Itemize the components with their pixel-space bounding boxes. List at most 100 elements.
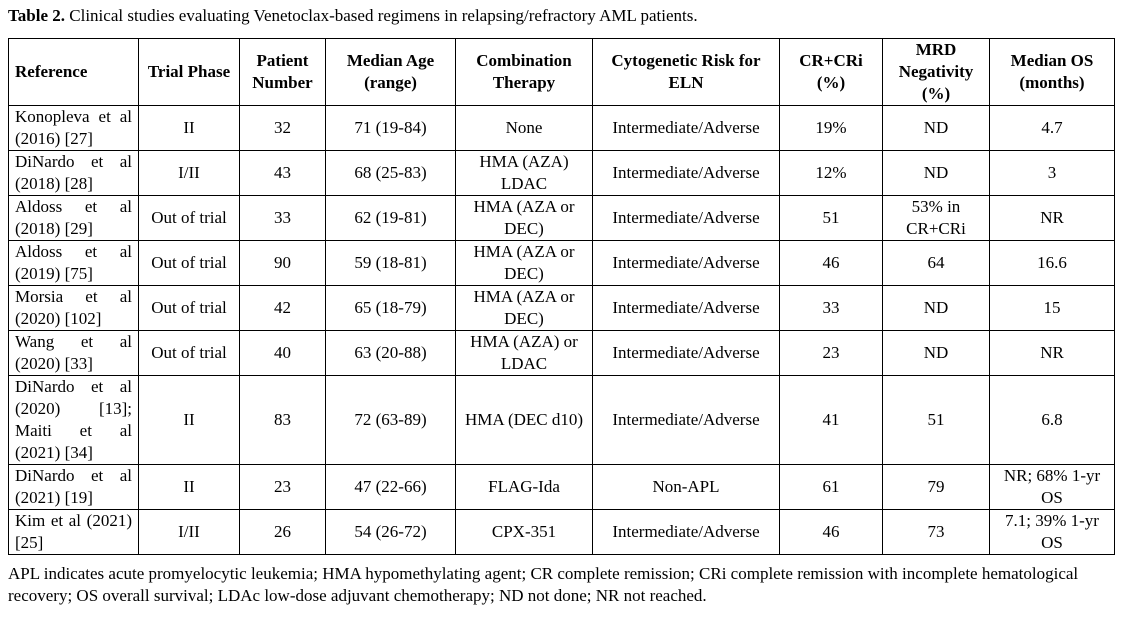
cell-combination-therapy: HMA (AZA or DEC) [455,285,593,331]
cell-combination-therapy: CPX-351 [455,509,593,555]
cell-median-os: 6.8 [989,375,1115,465]
cell-cr-cri: 23 [779,330,883,376]
cell-reference: Aldoss et al (2018) [29] [8,195,139,241]
cell-combination-therapy: HMA (AZA) LDAC [455,150,593,196]
table-row: DiNardo et al (2018) [28] I/II 43 68 (25… [8,150,1115,196]
cell-median-age: 72 (63-89) [325,375,456,465]
cell-median-age: 59 (18-81) [325,240,456,286]
header-trial-phase: Trial Phase [138,38,240,106]
cell-mrd-negativity: ND [882,285,990,331]
cell-reference: Konopleva et al (2016) [27] [8,105,139,151]
cell-patient-number: 40 [239,330,326,376]
cell-mrd-negativity: 51 [882,375,990,465]
cell-cr-cri: 19% [779,105,883,151]
cell-combination-therapy: HMA (AZA) or LDAC [455,330,593,376]
cell-trial-phase: II [138,375,240,465]
cell-patient-number: 83 [239,375,326,465]
cell-cr-cri: 46 [779,240,883,286]
cell-combination-therapy: HMA (AZA or DEC) [455,240,593,286]
header-cytogenetic-risk: Cytogenetic Risk for ELN [592,38,780,106]
cell-median-age: 68 (25-83) [325,150,456,196]
cell-mrd-negativity: ND [882,150,990,196]
header-mrd-negativity: MRD Negativity (%) [882,38,990,106]
cell-trial-phase: II [138,105,240,151]
cell-cytogenetic-risk: Intermediate/Adverse [592,195,780,241]
cell-median-age: 47 (22-66) [325,464,456,510]
cell-mrd-negativity: 79 [882,464,990,510]
cell-cytogenetic-risk: Intermediate/Adverse [592,105,780,151]
cell-trial-phase: Out of trial [138,285,240,331]
cell-cr-cri: 12% [779,150,883,196]
cell-median-os: 7.1; 39% 1-yr OS [989,509,1115,555]
table-row: Kim et al (2021) [25] I/II 26 54 (26-72)… [8,509,1115,555]
cell-trial-phase: II [138,464,240,510]
header-median-os: Median OS (months) [989,38,1115,106]
cell-reference: DiNardo et al (2021) [19] [8,464,139,510]
cell-mrd-negativity: 64 [882,240,990,286]
cell-reference: Kim et al (2021) [25] [8,509,139,555]
cell-trial-phase: I/II [138,509,240,555]
table-row: Aldoss et al (2018) [29] Out of trial 33… [8,195,1115,241]
table-caption-label: Table 2. [8,6,66,25]
header-patient-number: Patient Number [239,38,326,106]
cell-patient-number: 42 [239,285,326,331]
cell-mrd-negativity: ND [882,105,990,151]
table-caption: Table 2. Clinical studies evaluating Ven… [8,6,1114,28]
cell-cytogenetic-risk: Intermediate/Adverse [592,150,780,196]
table-row: DiNardo et al (2021) [19] II 23 47 (22-6… [8,464,1115,510]
cell-median-age: 71 (19-84) [325,105,456,151]
cell-trial-phase: Out of trial [138,330,240,376]
cell-median-age: 63 (20-88) [325,330,456,376]
cell-patient-number: 90 [239,240,326,286]
cell-median-age: 54 (26-72) [325,509,456,555]
cell-trial-phase: Out of trial [138,240,240,286]
cell-combination-therapy: HMA (AZA or DEC) [455,195,593,241]
table-row: Wang et al (2020) [33] Out of trial 40 6… [8,330,1115,376]
table-row: Morsia et al (2020) [102] Out of trial 4… [8,285,1115,331]
cell-trial-phase: Out of trial [138,195,240,241]
cell-cytogenetic-risk: Non-APL [592,464,780,510]
cell-cytogenetic-risk: Intermediate/Adverse [592,330,780,376]
header-reference: Reference [8,38,139,106]
header-combination-therapy: Combination Therapy [455,38,593,106]
table-footnote: APL indicates acute promyelocytic leukem… [8,564,1079,605]
table-row: DiNardo et al (2020) [13]; Maiti et al (… [8,375,1115,465]
cell-patient-number: 23 [239,464,326,510]
cell-combination-therapy: FLAG-Ida [455,464,593,510]
cell-mrd-negativity: ND [882,330,990,376]
cell-cr-cri: 46 [779,509,883,555]
cell-cytogenetic-risk: Intermediate/Adverse [592,509,780,555]
clinical-studies-table: Reference Trial Phase Patient Number Med… [8,38,1115,555]
cell-cytogenetic-risk: Intermediate/Adverse [592,285,780,331]
cell-mrd-negativity: 53% in CR+CRi [882,195,990,241]
table-row: Konopleva et al (2016) [27] II 32 71 (19… [8,105,1115,151]
cell-reference: Morsia et al (2020) [102] [8,285,139,331]
cell-median-age: 65 (18-79) [325,285,456,331]
cell-mrd-negativity: 73 [882,509,990,555]
table-row: Aldoss et al (2019) [75] Out of trial 90… [8,240,1115,286]
cell-median-os: 15 [989,285,1115,331]
cell-cr-cri: 33 [779,285,883,331]
header-cr-cri: CR+CRi (%) [779,38,883,106]
cell-median-os: 4.7 [989,105,1115,151]
cell-combination-therapy: HMA (DEC d10) [455,375,593,465]
table-caption-text: Clinical studies evaluating Venetoclax-b… [65,6,698,25]
cell-patient-number: 33 [239,195,326,241]
cell-combination-therapy: None [455,105,593,151]
cell-patient-number: 32 [239,105,326,151]
cell-median-os: NR [989,195,1115,241]
cell-reference: Aldoss et al (2019) [75] [8,240,139,286]
cell-trial-phase: I/II [138,150,240,196]
cell-reference: Wang et al (2020) [33] [8,330,139,376]
cell-cr-cri: 41 [779,375,883,465]
table-header-row: Reference Trial Phase Patient Number Med… [8,38,1115,106]
cell-median-age: 62 (19-81) [325,195,456,241]
cell-cr-cri: 61 [779,464,883,510]
cell-reference: DiNardo et al (2020) [13]; Maiti et al (… [8,375,139,465]
cell-cytogenetic-risk: Intermediate/Adverse [592,375,780,465]
cell-patient-number: 26 [239,509,326,555]
cell-median-os: NR [989,330,1115,376]
header-median-age: Median Age (range) [325,38,456,106]
cell-cr-cri: 51 [779,195,883,241]
